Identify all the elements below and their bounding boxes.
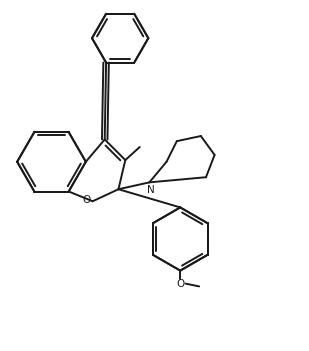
Text: N: N (147, 185, 155, 195)
Text: O: O (83, 194, 91, 205)
Text: O: O (176, 279, 184, 289)
